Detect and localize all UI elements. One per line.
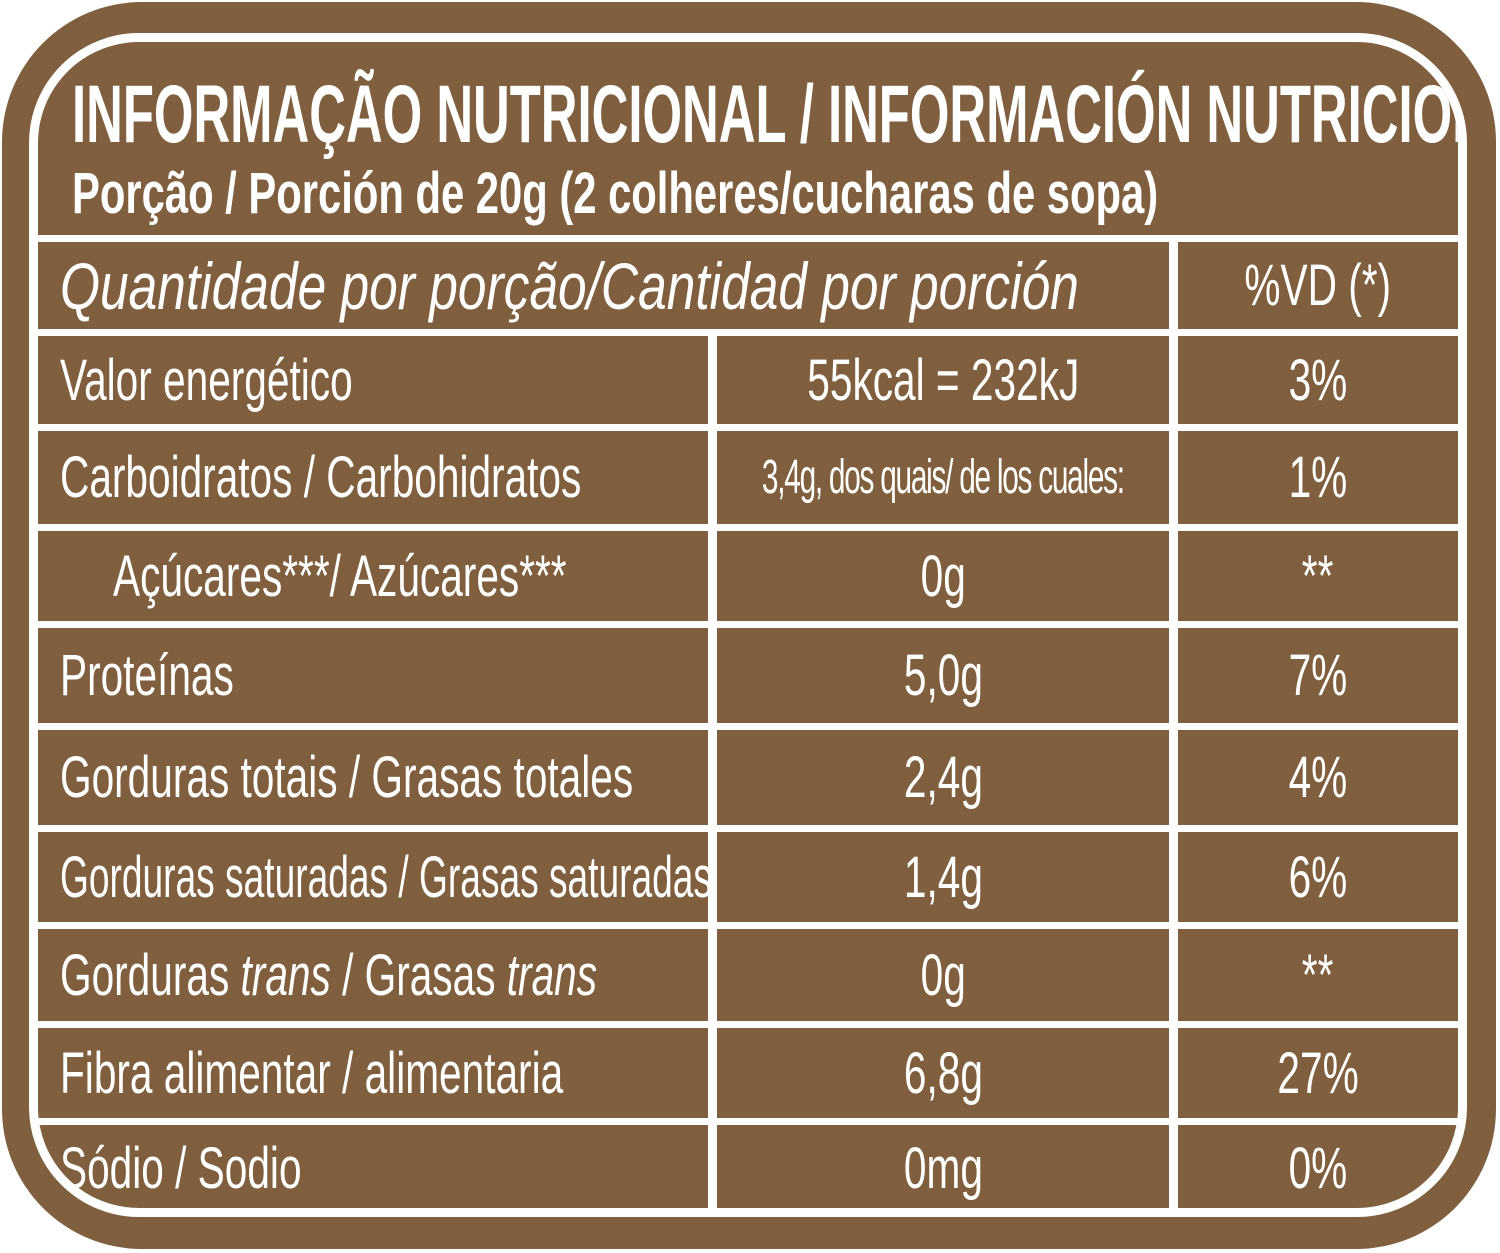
- row-dv: **: [1178, 929, 1458, 1021]
- row-label: Gorduras totais / Grasas totales: [38, 730, 708, 825]
- nutrient-name: Gorduras totais / Grasas totales: [60, 745, 634, 810]
- row-amount: 0g: [717, 929, 1169, 1021]
- row-amount: 5,0g: [717, 628, 1169, 723]
- row-label: Carboidratos / Carbohidratos: [38, 431, 708, 524]
- nutrient-dv: 0%: [1288, 1136, 1348, 1201]
- row-amount: 55kcal = 232kJ: [717, 336, 1169, 424]
- row-label: Proteínas: [38, 628, 708, 723]
- nutrient-amount: 5,0g: [903, 643, 983, 708]
- nutrient-amount: 0g: [920, 543, 966, 609]
- nutrient-name: Valor energético: [60, 347, 353, 413]
- nutrient-name: Sódio / Sodio: [60, 1136, 302, 1201]
- nutrient-dv: 6%: [1288, 844, 1348, 910]
- label-title: INFORMAÇÃO NUTRICIONAL / INFORMACIÓN NUT…: [72, 69, 1467, 160]
- row-dv: 6%: [1178, 832, 1458, 922]
- nutrient-dv: 4%: [1288, 745, 1348, 810]
- nutrient-amount: 0mg: [903, 1136, 983, 1201]
- row-amount: 2,4g: [717, 730, 1169, 825]
- label-header: INFORMAÇÃO NUTRICIONAL / INFORMACIÓN NUT…: [38, 42, 1458, 235]
- label-part: Gorduras: [60, 942, 241, 1008]
- row-amount: 1,4g: [717, 832, 1169, 922]
- row-label: Valor energético: [38, 336, 708, 424]
- nutrition-facts-panel: INFORMAÇÃO NUTRICIONAL / INFORMACIÓN NUT…: [29, 33, 1467, 1217]
- row-dv: 0%: [1178, 1125, 1458, 1208]
- label-part: / Grasas: [330, 942, 507, 1008]
- row-dv: 27%: [1178, 1028, 1458, 1118]
- label-part-italic: trans: [240, 942, 331, 1008]
- nutrient-name: Fibra alimentar / alimentaria: [60, 1040, 564, 1106]
- quantity-header: Quantidade por porção/Cantidad por porci…: [38, 242, 1169, 329]
- row-amount: 6,8g: [717, 1028, 1169, 1118]
- row-amount: 3,4g, dos quais/ de los cuales:: [717, 431, 1169, 524]
- nutrient-name: Açúcares***/ Azúcares***: [113, 543, 567, 609]
- nutrient-name: Carboidratos / Carbohidratos: [60, 445, 582, 510]
- nutrient-name: Gorduras saturadas / Grasas saturadas: [60, 844, 708, 910]
- row-label: Açúcares***/ Azúcares***: [38, 531, 708, 621]
- nutrient-amount: 2,4g: [903, 745, 983, 810]
- quantity-header-text: Quantidade por porção/Cantidad por porci…: [60, 248, 1079, 323]
- nutrient-amount: 55kcal = 232kJ: [807, 347, 1079, 413]
- nutrient-dv: 1%: [1288, 445, 1348, 510]
- row-dv: 3%: [1178, 336, 1458, 424]
- row-label: Sódio / Sodio: [38, 1125, 708, 1208]
- label-part-italic: trans: [506, 942, 598, 1008]
- nutrient-dv: 27%: [1277, 1040, 1359, 1106]
- nutrient-amount: 3,4g, dos quais/ de los cuales:: [762, 451, 1125, 504]
- serving-size: Porção / Porción de 20g (2 colheres/cuch…: [72, 161, 1159, 226]
- nutrient-amount: 1,4g: [903, 844, 983, 910]
- nutrient-dv: **: [1302, 942, 1334, 1008]
- row-label: Gorduras trans / Grasas trans: [38, 929, 708, 1021]
- nutrient-name: Proteínas: [60, 643, 234, 708]
- nutrient-dv: **: [1302, 543, 1334, 609]
- dv-header: %VD (*): [1178, 242, 1458, 329]
- nutrition-table: Quantidade por porção/Cantidad por porci…: [38, 242, 1458, 1208]
- row-label: Gorduras saturadas / Grasas saturadas: [38, 832, 708, 922]
- row-dv: 7%: [1178, 628, 1458, 723]
- nutrient-amount: 6,8g: [903, 1040, 983, 1106]
- nutrient-dv: 7%: [1288, 643, 1348, 708]
- nutrient-name: Gorduras trans / Grasas trans: [60, 942, 597, 1009]
- row-dv: **: [1178, 531, 1458, 621]
- row-dv: 1%: [1178, 431, 1458, 524]
- row-amount: 0g: [717, 531, 1169, 621]
- dv-header-text: %VD (*): [1244, 253, 1392, 318]
- nutrient-amount: 0g: [920, 942, 966, 1008]
- nutrient-dv: 3%: [1288, 347, 1348, 413]
- row-label: Fibra alimentar / alimentaria: [38, 1028, 708, 1118]
- row-amount: 0mg: [717, 1125, 1169, 1208]
- row-dv: 4%: [1178, 730, 1458, 825]
